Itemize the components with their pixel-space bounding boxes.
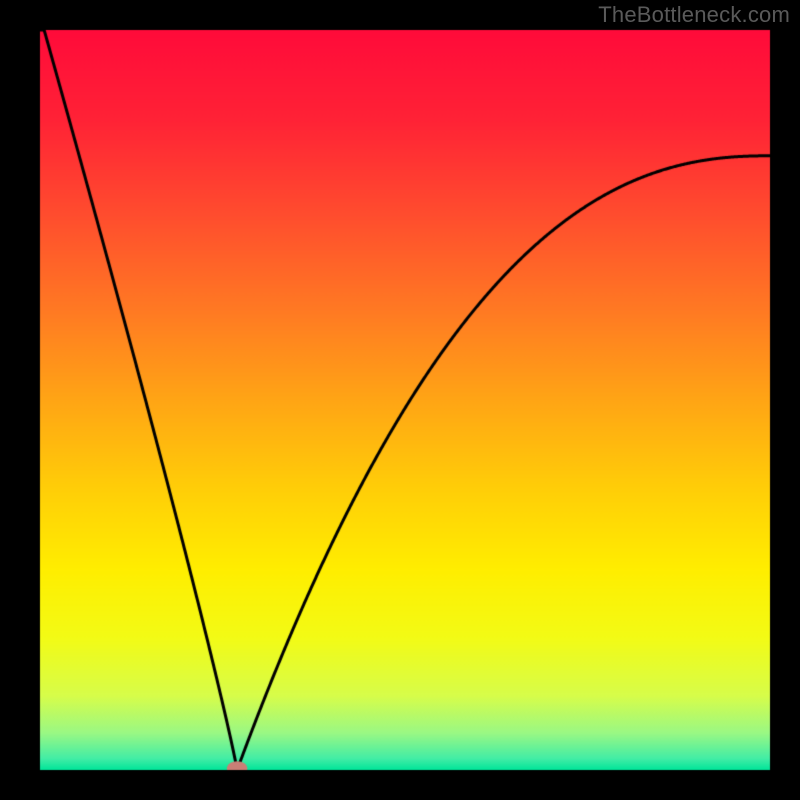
bottleneck-chart-canvas [0, 0, 800, 800]
chart-container: TheBottleneck.com [0, 0, 800, 800]
watermark-label: TheBottleneck.com [598, 2, 790, 28]
